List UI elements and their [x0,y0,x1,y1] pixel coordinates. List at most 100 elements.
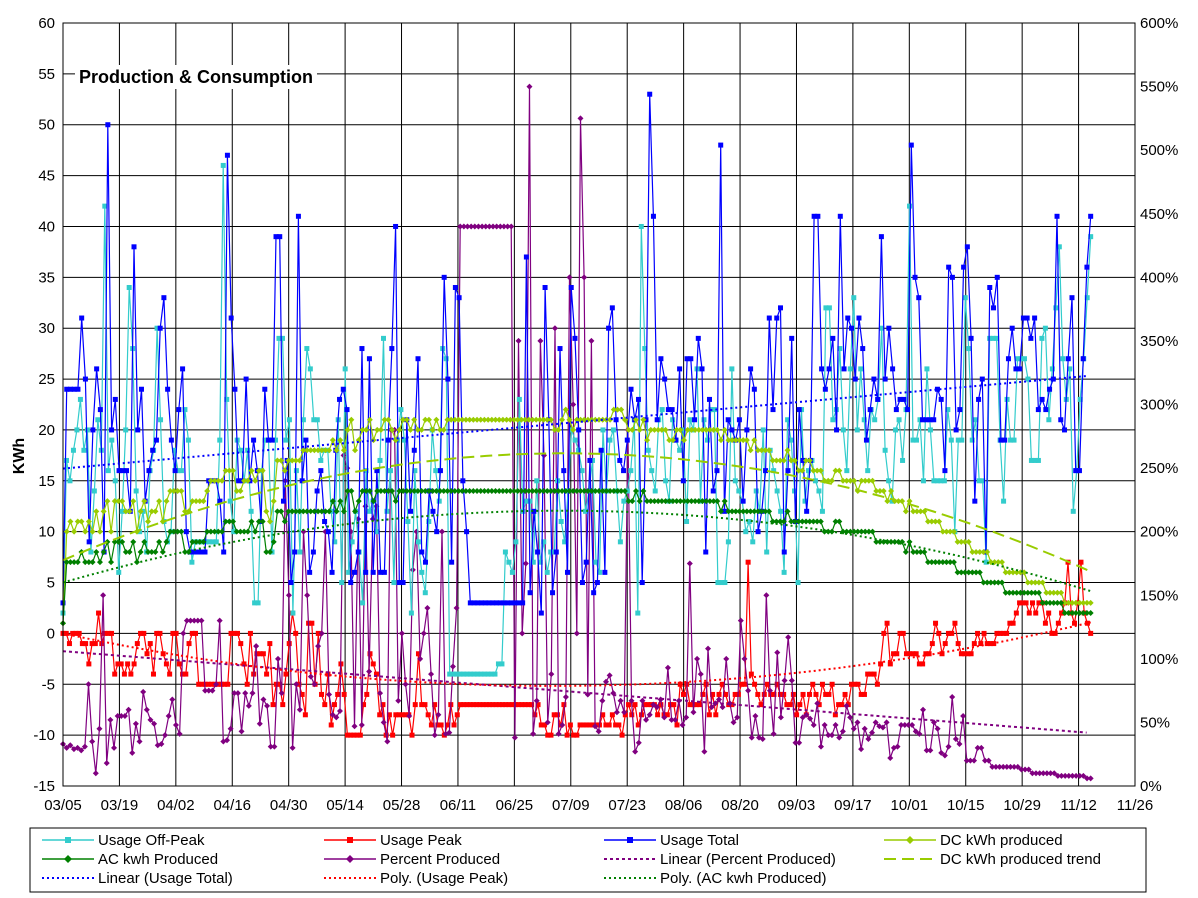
data-point [141,630,147,636]
legend-item: Linear (Usage Total) [42,870,233,887]
data-point [119,498,126,505]
data-point [232,386,238,392]
data-point [459,416,466,423]
data-point [670,417,676,423]
data-point [692,498,699,505]
data-point [600,712,606,718]
data-point [704,437,710,443]
data-point [773,457,780,464]
data-point [158,741,165,748]
data-point [872,417,878,423]
data-point [100,549,107,556]
data-point [652,488,658,494]
data-point [721,508,727,514]
data-point [433,487,440,494]
data-point [1032,579,1039,586]
data-point [419,549,425,555]
data-point [699,498,706,505]
data-point [411,447,417,453]
data-point [933,620,939,626]
data-point [751,437,758,444]
data-point [551,487,558,494]
data-point [71,386,77,392]
data-point [598,447,604,453]
data-point [1009,325,1015,331]
data-point [610,427,616,433]
data-point [998,579,1005,586]
data-point [361,702,367,708]
data-point [74,518,81,525]
data-point [614,487,621,494]
data-point [991,305,997,311]
data-point [788,677,795,684]
data-point [289,457,296,464]
data-point [352,447,359,454]
data-point [780,518,787,525]
data-point [819,508,825,514]
data-point [360,600,366,606]
data-point [363,569,369,575]
data-point [218,528,225,535]
data-point [344,426,351,433]
data-point [618,406,625,413]
data-point [921,549,928,556]
data-point [88,549,94,555]
data-point [319,691,325,697]
data-point [1088,234,1094,240]
data-point [722,580,728,586]
data-point [259,518,266,525]
data-point [508,600,514,606]
data-point [255,600,261,606]
data-point [485,416,492,423]
data-point [962,295,968,301]
data-point [195,549,201,555]
data-point [273,681,279,687]
data-point [950,559,957,566]
data-point [387,468,393,474]
data-point [186,641,192,647]
data-point [199,681,205,687]
legend-label: AC kwh Produced [98,851,218,868]
data-point [189,630,195,636]
data-point [981,757,988,764]
data-point [170,487,177,494]
data-point [640,487,647,494]
data-point [167,671,173,677]
data-point [141,538,148,545]
data-point [333,508,340,515]
data-point [326,691,333,698]
data-point [174,528,181,535]
data-point [992,763,999,770]
data-point [477,487,484,494]
data-point [658,702,664,708]
data-point [719,704,726,711]
data-point [429,487,436,494]
data-point [146,468,152,474]
data-point [280,702,286,708]
data-point [224,152,230,158]
data-point [454,712,460,718]
data-point [819,681,825,687]
data-point [1015,356,1021,362]
data-point [758,508,765,515]
data-point [763,468,769,474]
data-point [108,559,115,566]
data-point [916,730,923,737]
data-point [607,487,614,494]
data-point [443,356,449,362]
data-point [669,498,676,505]
data-point [708,704,715,711]
data-point [715,580,721,586]
data-point [428,671,435,678]
data-point [303,447,310,454]
data-point [759,735,766,742]
data-point [79,315,85,321]
data-point [851,528,858,535]
data-point [422,487,429,494]
data-point [606,325,612,331]
data-point [661,714,668,721]
data-point [374,487,381,494]
data-point [105,468,111,474]
x-tick-label: 10/29 [1003,797,1041,814]
data-point [910,549,917,556]
